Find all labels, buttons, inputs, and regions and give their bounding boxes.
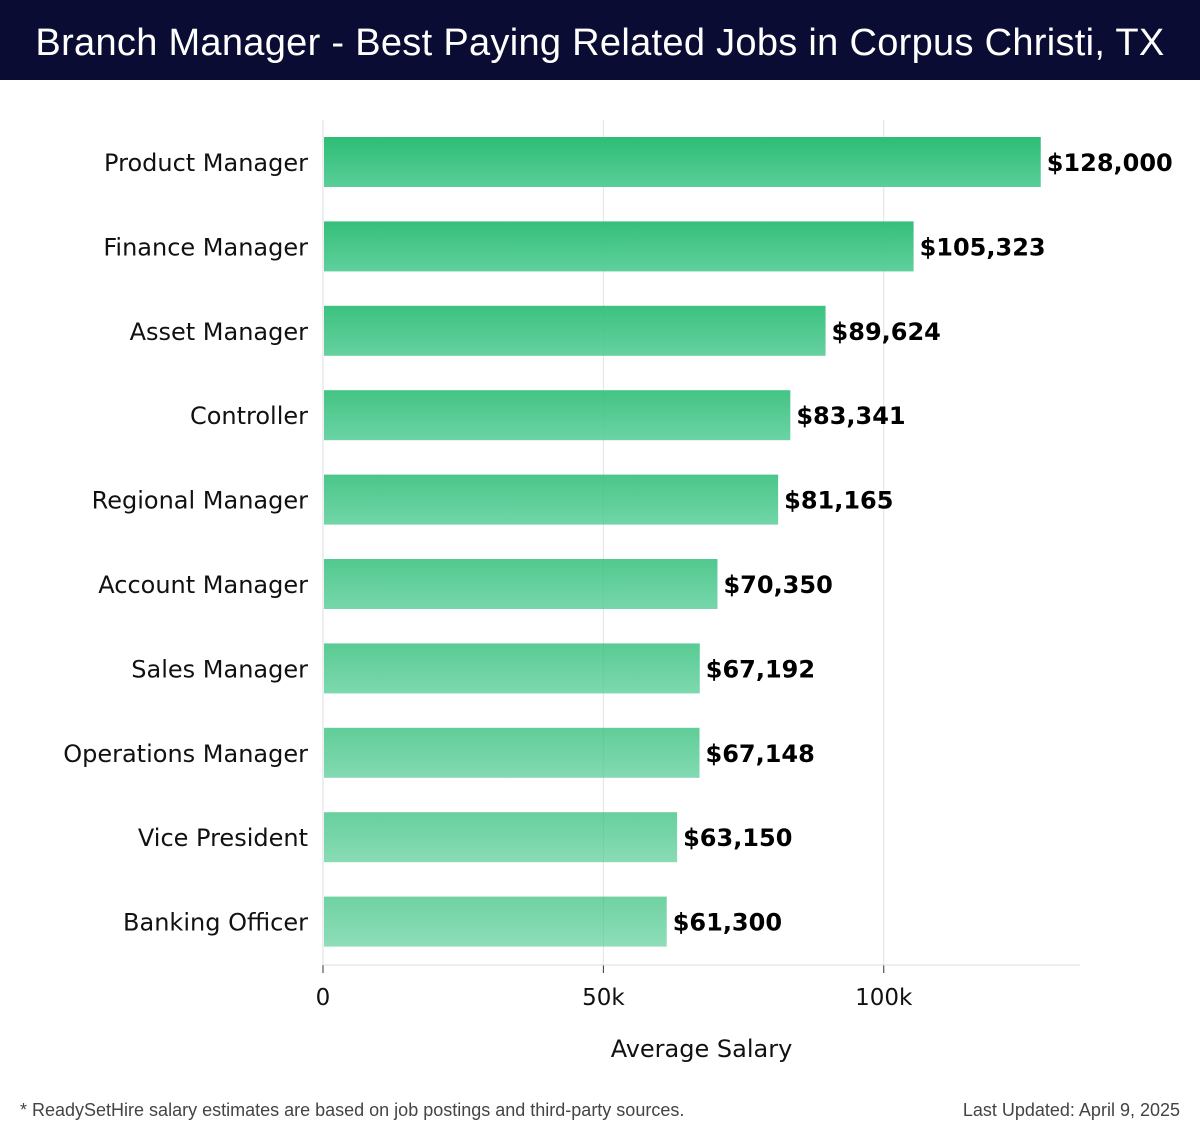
bar bbox=[324, 643, 700, 694]
labels: 0 50k 100k Product Manager $128,000 Finance M… bbox=[63, 149, 1173, 1063]
category-label: Product Manager bbox=[104, 149, 308, 177]
value-label: $128,000 bbox=[1047, 149, 1173, 177]
category-label: Regional Manager bbox=[92, 487, 308, 515]
value-label: $70,350 bbox=[723, 571, 832, 599]
x-tick-label: 50k bbox=[582, 985, 625, 1011]
category-label: Banking Officer bbox=[123, 909, 308, 937]
bar bbox=[324, 896, 667, 947]
bar bbox=[324, 474, 779, 525]
salary-bar-chart: 0 50k 100k Product Manager $128,000 Finance M… bbox=[63, 120, 1173, 1063]
value-label: $61,300 bbox=[673, 909, 782, 937]
x-tick-label: 100k bbox=[855, 985, 913, 1011]
footer-note: * ReadySetHire salary estimates are base… bbox=[20, 1100, 685, 1120]
value-label: $81,165 bbox=[784, 487, 893, 515]
header-bar: Branch Manager - Best Paying Related Job… bbox=[0, 0, 1200, 80]
page-title: Branch Manager - Best Paying Related Job… bbox=[35, 22, 1165, 64]
bar bbox=[324, 305, 826, 356]
category-label: Operations Manager bbox=[63, 740, 308, 768]
value-label: $89,624 bbox=[832, 318, 941, 346]
x-axis-title: Average Salary bbox=[611, 1035, 793, 1063]
bars bbox=[324, 137, 1041, 947]
category-label: Vice President bbox=[138, 824, 308, 852]
bar bbox=[324, 727, 700, 778]
category-label: Asset Manager bbox=[130, 318, 309, 346]
bar bbox=[324, 390, 791, 441]
bar bbox=[324, 559, 718, 609]
bar bbox=[324, 812, 678, 863]
value-label: $67,148 bbox=[706, 740, 815, 768]
category-label: Sales Manager bbox=[131, 655, 308, 683]
value-label: $83,341 bbox=[796, 402, 905, 430]
bar bbox=[324, 221, 914, 272]
last-updated: Last Updated: April 9, 2025 bbox=[962, 1100, 1180, 1120]
category-label: Finance Manager bbox=[103, 233, 308, 261]
value-label: $105,323 bbox=[920, 233, 1046, 261]
bar bbox=[324, 137, 1041, 187]
category-label: Account Manager bbox=[98, 571, 308, 599]
value-label: $63,150 bbox=[683, 824, 792, 852]
category-label: Controller bbox=[190, 402, 308, 430]
x-tick-label: 0 bbox=[316, 985, 331, 1011]
value-label: $67,192 bbox=[706, 655, 815, 683]
